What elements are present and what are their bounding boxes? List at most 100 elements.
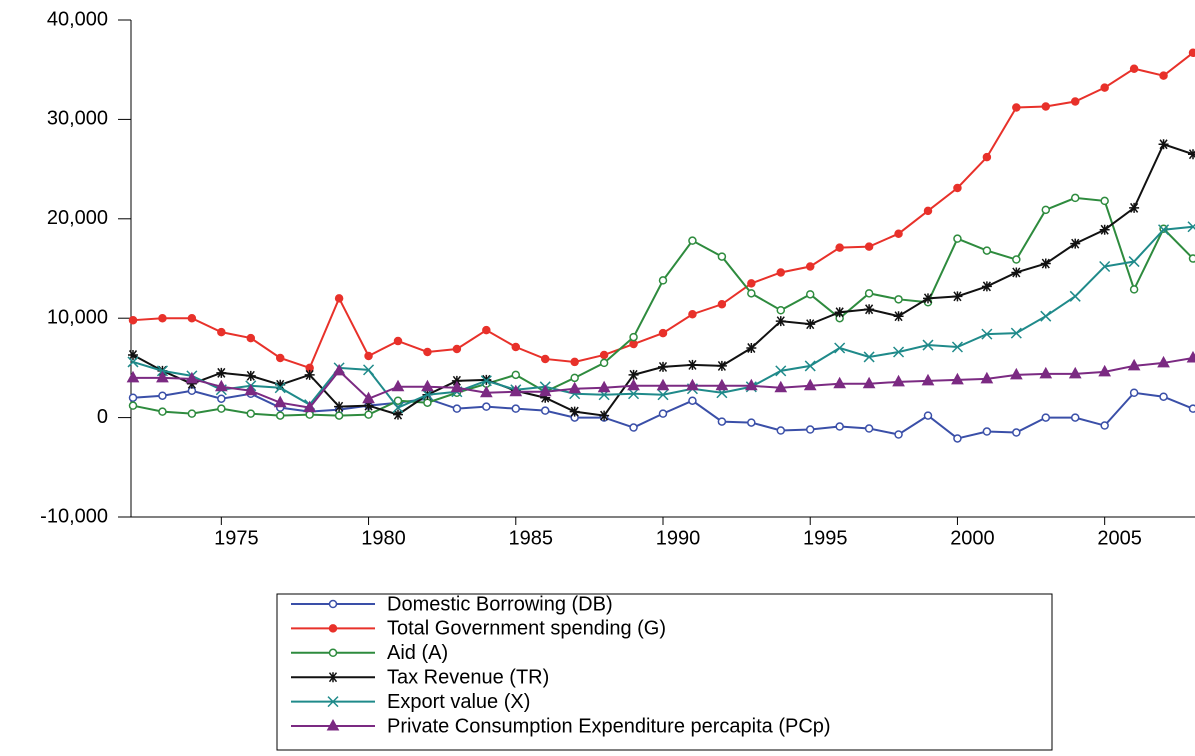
marker-shape <box>660 277 667 284</box>
x-tick-label: 1975 <box>214 527 259 549</box>
marker-shape <box>1188 149 1195 159</box>
marker-shape <box>1129 203 1139 213</box>
data-point <box>1041 311 1051 321</box>
data-point <box>629 370 639 380</box>
data-point <box>1188 352 1195 362</box>
data-point <box>306 411 313 418</box>
data-point <box>159 315 166 322</box>
marker-shape <box>748 280 755 287</box>
legend-marker <box>328 672 338 682</box>
data-point <box>218 329 225 336</box>
marker-shape <box>748 290 755 297</box>
marker-shape <box>1042 414 1049 421</box>
marker-shape <box>689 397 696 404</box>
data-point <box>277 412 284 419</box>
data-point <box>718 253 725 260</box>
data-point <box>836 244 843 251</box>
data-point <box>334 365 345 375</box>
marker-shape <box>805 319 815 329</box>
marker-shape <box>330 601 337 608</box>
data-point <box>188 410 195 417</box>
y-tick-label: 0 <box>97 406 108 428</box>
marker-shape <box>601 359 608 366</box>
data-point <box>748 290 755 297</box>
marker-shape <box>512 344 519 351</box>
data-point <box>748 280 755 287</box>
marker-shape <box>330 649 337 656</box>
legend-label: Domestic Borrowing (DB) <box>387 593 613 615</box>
data-point <box>1131 389 1138 396</box>
marker-shape <box>836 423 843 430</box>
data-point <box>424 399 431 406</box>
legend-label: Total Government spending (G) <box>387 618 666 640</box>
data-point <box>689 311 696 318</box>
data-point <box>689 237 696 244</box>
marker-shape <box>542 407 549 414</box>
x-tick-label: 1995 <box>803 527 848 549</box>
data-point <box>983 428 990 435</box>
marker-shape <box>983 428 990 435</box>
marker-shape <box>1042 103 1049 110</box>
marker-shape <box>717 361 727 371</box>
marker-shape <box>330 625 337 632</box>
marker-shape <box>1160 393 1167 400</box>
marker-shape <box>689 311 696 318</box>
marker-shape <box>983 247 990 254</box>
marker-shape <box>630 341 637 348</box>
marker-shape <box>542 355 549 362</box>
marker-shape <box>1160 72 1167 79</box>
marker-shape <box>1013 256 1020 263</box>
marker-shape <box>718 301 725 308</box>
data-point <box>954 184 961 191</box>
x-tick-label: 2000 <box>950 527 995 549</box>
marker-shape <box>630 334 637 341</box>
data-point <box>1070 291 1080 301</box>
data-point <box>689 397 696 404</box>
marker-shape <box>954 235 961 242</box>
marker-shape <box>895 431 902 438</box>
data-point <box>866 290 873 297</box>
marker-shape <box>658 362 668 372</box>
data-point <box>1160 72 1167 79</box>
marker-shape <box>923 293 933 303</box>
marker-shape <box>130 402 137 409</box>
marker-shape <box>954 184 961 191</box>
data-point <box>159 392 166 399</box>
x-tick-label: 1990 <box>656 527 701 549</box>
x-tick-label: 1985 <box>509 527 554 549</box>
data-point <box>1129 203 1139 213</box>
marker-shape <box>1042 206 1049 213</box>
marker-shape <box>864 304 874 314</box>
data-point <box>130 394 137 401</box>
data-point <box>1100 225 1110 235</box>
data-point <box>1160 393 1167 400</box>
marker-shape <box>1072 98 1079 105</box>
marker-shape <box>777 269 784 276</box>
marker-shape <box>571 358 578 365</box>
marker-shape <box>336 412 343 419</box>
marker-shape <box>601 351 608 358</box>
marker-shape <box>1072 194 1079 201</box>
marker-shape <box>159 315 166 322</box>
marker-shape <box>365 411 372 418</box>
marker-shape <box>512 405 519 412</box>
marker-shape <box>807 263 814 270</box>
marker-shape <box>1188 352 1195 362</box>
marker-shape <box>1190 405 1195 412</box>
series-line <box>133 53 1193 368</box>
data-point <box>512 344 519 351</box>
marker-shape <box>925 207 932 214</box>
data-point <box>188 315 195 322</box>
data-point <box>925 412 932 419</box>
legend-label: Private Consumption Expenditure percapit… <box>387 715 831 737</box>
marker-shape <box>424 399 431 406</box>
marker-shape <box>925 412 932 419</box>
marker-shape <box>130 317 137 324</box>
data-point <box>866 425 873 432</box>
marker-shape <box>1070 239 1080 249</box>
data-point <box>836 423 843 430</box>
data-point <box>954 235 961 242</box>
data-point <box>570 407 580 417</box>
marker-shape <box>247 335 254 342</box>
data-point <box>1042 103 1049 110</box>
